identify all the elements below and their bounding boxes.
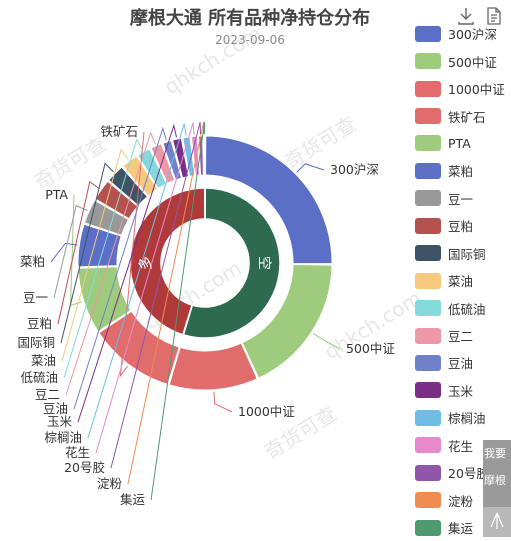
legend-item[interactable]: 菜油 xyxy=(415,267,505,294)
slice-label-9: 菜油 xyxy=(31,353,56,368)
slice-label-4: PTA xyxy=(45,187,68,202)
slice-label-17: 淀粉 xyxy=(97,476,123,491)
legend-label: 豆油 xyxy=(448,353,473,372)
legend-swatch xyxy=(415,492,441,508)
slice-label-1: 500中证 xyxy=(346,341,395,356)
slice-label-15: 花生 xyxy=(65,445,90,460)
legend-label: PTA xyxy=(448,136,471,151)
slice-label-8: 国际铜 xyxy=(17,335,55,350)
legend-label: 铁矿石 xyxy=(448,107,486,126)
legend-label: 豆一 xyxy=(448,189,473,208)
legend-swatch xyxy=(415,465,441,481)
legend-swatch xyxy=(415,26,441,42)
legend-swatch xyxy=(415,382,441,398)
legend-item[interactable]: 玉米 xyxy=(415,377,505,404)
slice-label-18: 集运 xyxy=(120,492,146,507)
slice-label-5: 菜粕 xyxy=(20,254,45,269)
legend-item[interactable]: 铁矿石 xyxy=(415,102,505,129)
legend-label: 淀粉 xyxy=(448,491,473,510)
legend-item[interactable]: 500中证 xyxy=(415,47,505,74)
legend-item[interactable]: 棕榈油 xyxy=(415,404,505,431)
legend-label: 菜粕 xyxy=(448,161,473,180)
legend-swatch xyxy=(415,218,441,234)
legend-label: 棕榈油 xyxy=(448,408,486,427)
legend-swatch xyxy=(415,81,441,97)
leader-line-5 xyxy=(51,243,77,262)
legend-item[interactable]: 豆粕 xyxy=(415,212,505,239)
legend-item[interactable]: 豆油 xyxy=(415,349,505,376)
inner-slice-label-0: 空 xyxy=(256,256,272,270)
legend-label: 1000中证 xyxy=(448,79,505,98)
legend-label: 300沪深 xyxy=(448,24,497,43)
legend-item[interactable]: 国际铜 xyxy=(415,240,505,267)
legend-item[interactable]: PTA xyxy=(415,130,505,157)
legend-item[interactable]: 1000中证 xyxy=(415,75,505,102)
legend-item[interactable]: 菜粕 xyxy=(415,157,505,184)
scroll-top-icon[interactable] xyxy=(483,507,511,537)
watermark: 奇货可查 xyxy=(30,131,111,194)
legend-swatch xyxy=(415,163,441,179)
legend-swatch xyxy=(415,190,441,206)
legend-swatch xyxy=(415,300,441,316)
legend-swatch xyxy=(415,53,441,69)
outer-slice-2[interactable] xyxy=(169,343,257,390)
legend-label: 玉米 xyxy=(448,381,473,400)
legend-item[interactable]: 低硫油 xyxy=(415,294,505,321)
slice-label-11: 豆二 xyxy=(35,387,60,402)
legend-label: 豆粕 xyxy=(448,216,473,235)
legend-item[interactable]: 豆二 xyxy=(415,322,505,349)
legend-label: 花生 xyxy=(448,436,473,455)
slice-label-7: 豆粕 xyxy=(27,316,52,331)
side-button-2[interactable]: 摩根 xyxy=(483,468,511,494)
legend-swatch xyxy=(415,520,441,536)
legend-swatch xyxy=(415,108,441,124)
legend-label: 集运 xyxy=(448,518,473,537)
watermark: qhkch.com xyxy=(160,21,266,99)
legend-swatch xyxy=(415,328,441,344)
slice-label-14: 棕榈油 xyxy=(44,430,82,445)
legend-swatch xyxy=(415,245,441,261)
slice-label-2: 1000中证 xyxy=(238,404,295,419)
slice-label-13: 玉米 xyxy=(47,414,73,429)
inner-slice-label-1: 多 xyxy=(138,256,155,270)
legend-swatch xyxy=(415,437,441,453)
slice-label-16: 20号胶 xyxy=(64,460,105,475)
legend-label: 低硫油 xyxy=(448,299,486,318)
slice-label-0: 300沪深 xyxy=(330,162,379,177)
legend-swatch xyxy=(415,355,441,371)
legend-swatch xyxy=(415,273,441,289)
slice-label-6: 豆一 xyxy=(23,290,48,305)
legend-label: 豆二 xyxy=(448,326,473,345)
legend-label: 500中证 xyxy=(448,52,497,71)
legend-item[interactable]: 豆一 xyxy=(415,185,505,212)
slice-label-10: 低硫油 xyxy=(20,370,58,385)
legend-label: 国际铜 xyxy=(448,244,486,263)
leader-line-2 xyxy=(214,392,232,412)
legend-swatch xyxy=(415,135,441,151)
slice-label-3: 铁矿石 xyxy=(100,124,138,139)
legend-item[interactable]: 300沪深 xyxy=(415,20,505,47)
side-button-1[interactable]: 我要 xyxy=(483,441,511,467)
legend-label: 菜油 xyxy=(448,271,473,290)
legend-swatch xyxy=(415,410,441,426)
